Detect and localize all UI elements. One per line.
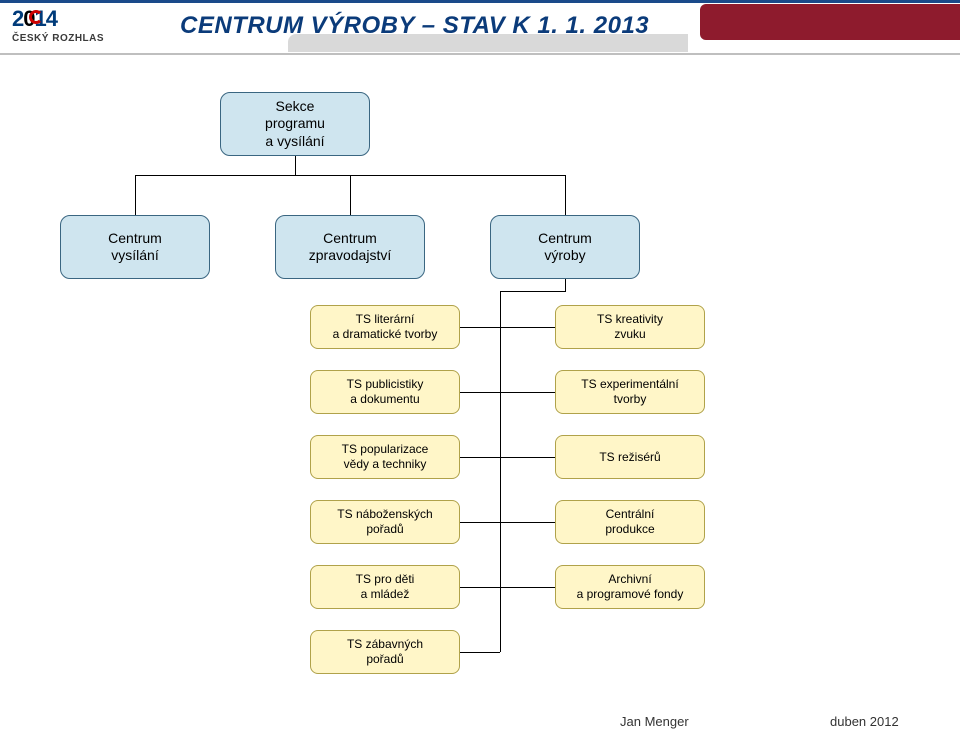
node-left-1: TS publicistikya dokumentu	[310, 370, 460, 414]
node-label: zvuku	[614, 327, 645, 342]
node-label: programu	[265, 115, 325, 133]
node-label: TS experimentální	[581, 377, 678, 392]
connector	[500, 587, 555, 588]
node-label: TS pro děti	[356, 572, 415, 587]
node-label: TS režisérů	[599, 450, 660, 465]
connector	[500, 327, 555, 328]
logo-year: 2014	[12, 6, 57, 31]
connector	[350, 175, 351, 215]
node-left-3: TS náboženskýchpořadů	[310, 500, 460, 544]
connector	[460, 327, 500, 328]
node-label: Centrum	[538, 230, 592, 248]
connector	[500, 522, 555, 523]
connector	[565, 279, 566, 291]
node-label: TS náboženských	[337, 507, 432, 522]
node-left-4: TS pro dětia mládež	[310, 565, 460, 609]
node-label: a programové fondy	[577, 587, 684, 602]
node-label: produkce	[605, 522, 654, 537]
node-label: vědy a techniky	[344, 457, 427, 472]
footer-date: duben 2012	[830, 714, 899, 729]
connector	[460, 392, 500, 393]
connector	[460, 587, 500, 588]
node-cvy: Centrumvýroby	[490, 215, 640, 279]
node-label: zpravodajství	[309, 247, 391, 265]
page-title: CENTRUM VÝROBY – STAV K 1. 1. 2013	[180, 12, 649, 40]
node-right-0: TS kreativityzvuku	[555, 305, 705, 349]
node-label: a mládež	[361, 587, 410, 602]
node-right-1: TS experimentálnítvorby	[555, 370, 705, 414]
header-bottom-rule	[0, 53, 960, 55]
node-label: TS kreativity	[597, 312, 663, 327]
node-label: Centrum	[108, 230, 162, 248]
node-label: pořadů	[366, 522, 403, 537]
node-label: Centrální	[606, 507, 655, 522]
node-root: Sekceprogramua vysílání	[220, 92, 370, 156]
connector	[500, 457, 555, 458]
node-label: a dokumentu	[350, 392, 419, 407]
node-right-3: Centrálníprodukce	[555, 500, 705, 544]
node-cv: Centrumvysílání	[60, 215, 210, 279]
node-label: vysílání	[111, 247, 158, 265]
node-cz: Centrumzpravodajství	[275, 215, 425, 279]
node-label: Centrum	[323, 230, 377, 248]
node-right-2: TS režisérů	[555, 435, 705, 479]
node-label: a dramatické tvorby	[333, 327, 438, 342]
connector	[460, 457, 500, 458]
node-label: Archivní	[608, 572, 651, 587]
node-label: TS publicistiky	[347, 377, 424, 392]
node-label: TS popularizace	[342, 442, 429, 457]
connector	[500, 392, 555, 393]
node-left-2: TS popularizacevědy a techniky	[310, 435, 460, 479]
connector	[460, 652, 500, 653]
node-left-0: TS literárnía dramatické tvorby	[310, 305, 460, 349]
connector	[500, 291, 501, 652]
node-left-5: TS zábavnýchpořadů	[310, 630, 460, 674]
node-label: TS literární	[356, 312, 415, 327]
logo: 2014 ČESKÝ ROZHLAS	[12, 6, 162, 50]
node-label: pořadů	[366, 652, 403, 667]
node-right-4: Archivnía programové fondy	[555, 565, 705, 609]
connector	[135, 175, 136, 215]
header-accent-bar	[700, 4, 960, 40]
connector	[295, 156, 296, 175]
header: 2014 ČESKÝ ROZHLAS CENTRUM VÝROBY – STAV…	[0, 0, 960, 62]
node-label: Sekce	[276, 98, 315, 116]
node-label: tvorby	[614, 392, 647, 407]
node-label: TS zábavných	[347, 637, 423, 652]
connector	[500, 291, 566, 292]
node-label: a vysílání	[265, 133, 324, 151]
header-top-rule	[0, 0, 960, 3]
connector	[460, 522, 500, 523]
connector	[565, 175, 566, 215]
footer-author: Jan Menger	[620, 714, 689, 729]
node-label: výroby	[544, 247, 585, 265]
logo-subtitle: ČESKÝ ROZHLAS	[12, 33, 104, 44]
